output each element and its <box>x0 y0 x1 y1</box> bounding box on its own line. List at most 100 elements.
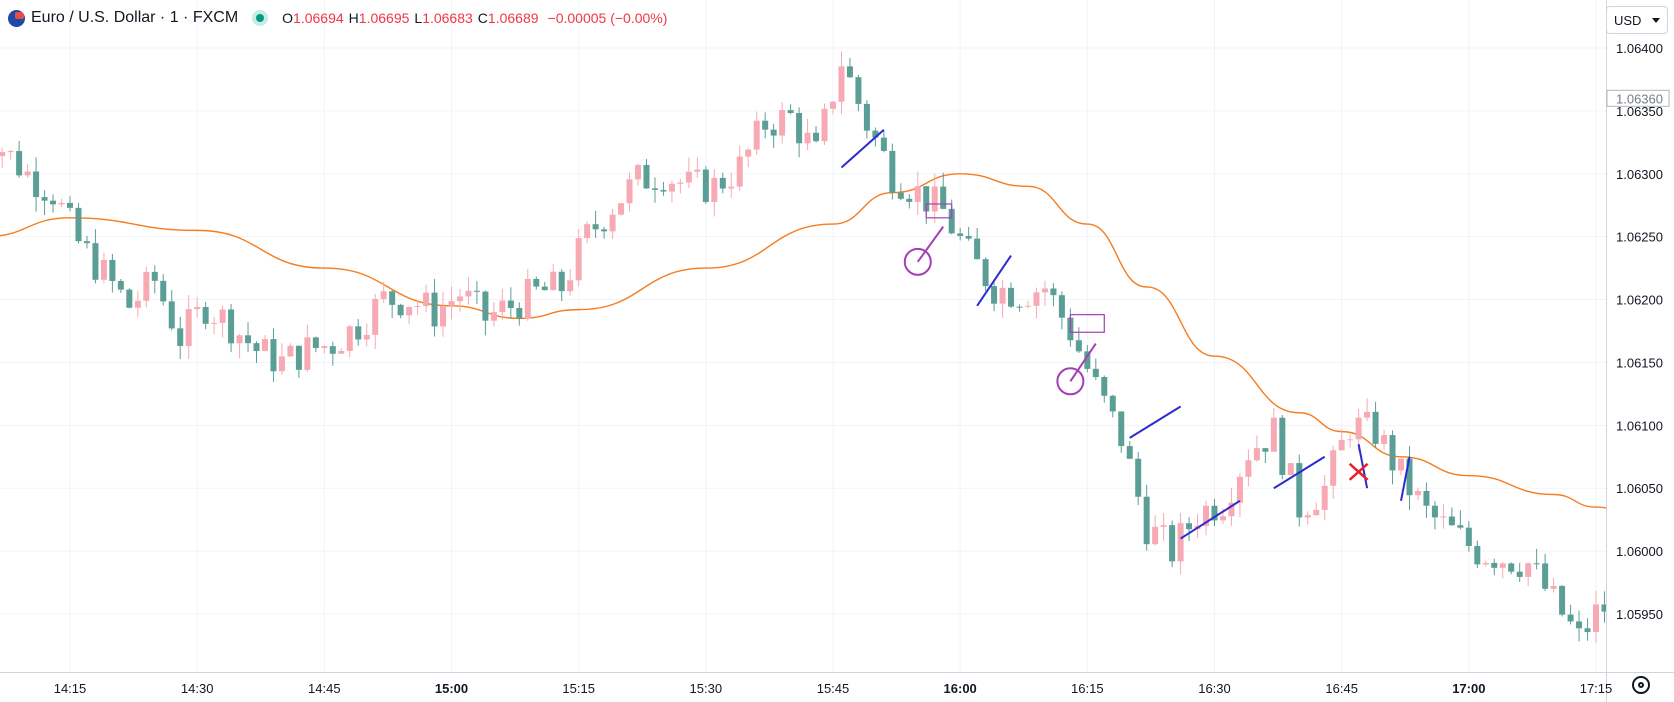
candle-down <box>1601 604 1608 612</box>
annotations-layer[interactable] <box>840 129 1411 540</box>
ohlc-high: H1.06695 <box>348 10 410 26</box>
candle-down <box>940 186 947 209</box>
candle-down <box>397 304 404 316</box>
candle-down <box>897 192 904 199</box>
candle-up <box>1287 463 1294 475</box>
candle-up <box>499 300 506 313</box>
candle-down <box>846 66 853 78</box>
candle-up <box>677 182 684 184</box>
candle-up <box>261 339 268 352</box>
candle-up <box>694 169 701 172</box>
candle-up <box>1550 585 1557 589</box>
candle-down <box>126 289 133 308</box>
candle-up <box>1041 288 1048 293</box>
candle-up <box>1203 505 1210 526</box>
candle-down <box>160 280 167 302</box>
candle-up <box>143 271 150 301</box>
symbol-title[interactable]: Euro / U.S. Dollar · 1 · FXCM <box>31 9 239 26</box>
market-status-icon[interactable] <box>252 10 269 26</box>
candle-down <box>601 229 608 232</box>
price-tick-label: 1.06150 <box>1616 355 1663 370</box>
candle-down <box>1016 306 1023 308</box>
price-tick-label: 1.06050 <box>1616 481 1663 496</box>
candle-down <box>1406 458 1413 496</box>
candle-up <box>58 202 65 205</box>
candle-up <box>100 259 107 280</box>
candle-up <box>609 214 616 232</box>
candle-down <box>541 286 548 291</box>
candle-up <box>1499 563 1506 568</box>
candle-down <box>643 164 650 189</box>
candle-down <box>1508 563 1515 572</box>
time-tick-label: 15:30 <box>690 681 723 696</box>
time-tick-label: 15:45 <box>817 681 850 696</box>
time-tick-label: 15:00 <box>435 681 468 696</box>
candle-up <box>1152 526 1159 545</box>
candle-down <box>50 200 57 205</box>
symbol-legend[interactable]: Euro / U.S. Dollar · 1 · FXCM O1.06694 H… <box>8 6 667 30</box>
candle-up <box>363 334 370 340</box>
candle-up <box>304 337 311 370</box>
time-tick-label: 14:15 <box>54 681 87 696</box>
candle-down <box>957 233 964 236</box>
time-tick-label: 16:00 <box>944 681 977 696</box>
price-marker-box <box>1606 89 1670 107</box>
circle-drawing <box>1056 367 1085 396</box>
circle-pointer-line <box>916 226 945 263</box>
candle-down <box>906 198 913 202</box>
candle-down <box>92 243 99 280</box>
candle-down <box>651 188 658 190</box>
currency-selector[interactable]: USD <box>1606 6 1668 34</box>
ohlc-change: −0.00005 (−0.00%) <box>547 10 668 26</box>
candle-down <box>948 208 955 234</box>
candle-up <box>448 301 455 306</box>
candle-up <box>24 171 31 176</box>
candle-up <box>626 179 633 204</box>
candle-down <box>516 307 523 319</box>
candle-down <box>1092 368 1099 378</box>
candle-down <box>355 326 362 340</box>
time-tick-label: 17:00 <box>1452 681 1485 696</box>
box-drawing <box>1069 314 1105 333</box>
price-axis-panel <box>1606 0 1674 702</box>
candle-up <box>567 280 574 292</box>
candle-down <box>1567 614 1574 622</box>
candle-down <box>33 171 40 198</box>
candle-up <box>1414 490 1421 496</box>
candle-up <box>490 312 497 321</box>
candle-down <box>389 291 396 305</box>
candle-down <box>431 292 438 327</box>
price-tick-label: 1.06200 <box>1616 293 1663 308</box>
candle-down <box>991 286 998 304</box>
candle-up <box>914 186 921 202</box>
candle-down <box>1008 287 1015 307</box>
candle-down <box>1457 525 1464 528</box>
candle-up <box>668 183 675 192</box>
candle-up <box>346 326 353 351</box>
candle-down <box>1431 505 1438 518</box>
candle-up <box>1398 458 1405 471</box>
eurusd-flag-icon <box>8 9 25 27</box>
candle-up <box>194 306 201 310</box>
candle-down <box>982 259 989 287</box>
candle-down <box>1465 527 1472 546</box>
trend-line-drawing <box>1400 456 1411 501</box>
candle-down <box>1448 516 1455 526</box>
candle-down <box>253 343 260 352</box>
candle-up <box>584 224 591 239</box>
candle-up <box>575 238 582 281</box>
time-tick-label: 14:30 <box>181 681 214 696</box>
candle-up <box>745 149 752 157</box>
candle-up <box>440 305 447 327</box>
time-tick-label: 16:15 <box>1071 681 1104 696</box>
candle-up <box>1219 516 1226 521</box>
candle-up <box>380 291 387 299</box>
candle-up <box>1321 485 1328 510</box>
price-tick-label: 1.06350 <box>1616 104 1663 119</box>
candle-up <box>550 271 557 291</box>
settings-icon[interactable] <box>1632 676 1650 694</box>
candle-up <box>465 290 472 297</box>
candle-down <box>312 337 319 348</box>
